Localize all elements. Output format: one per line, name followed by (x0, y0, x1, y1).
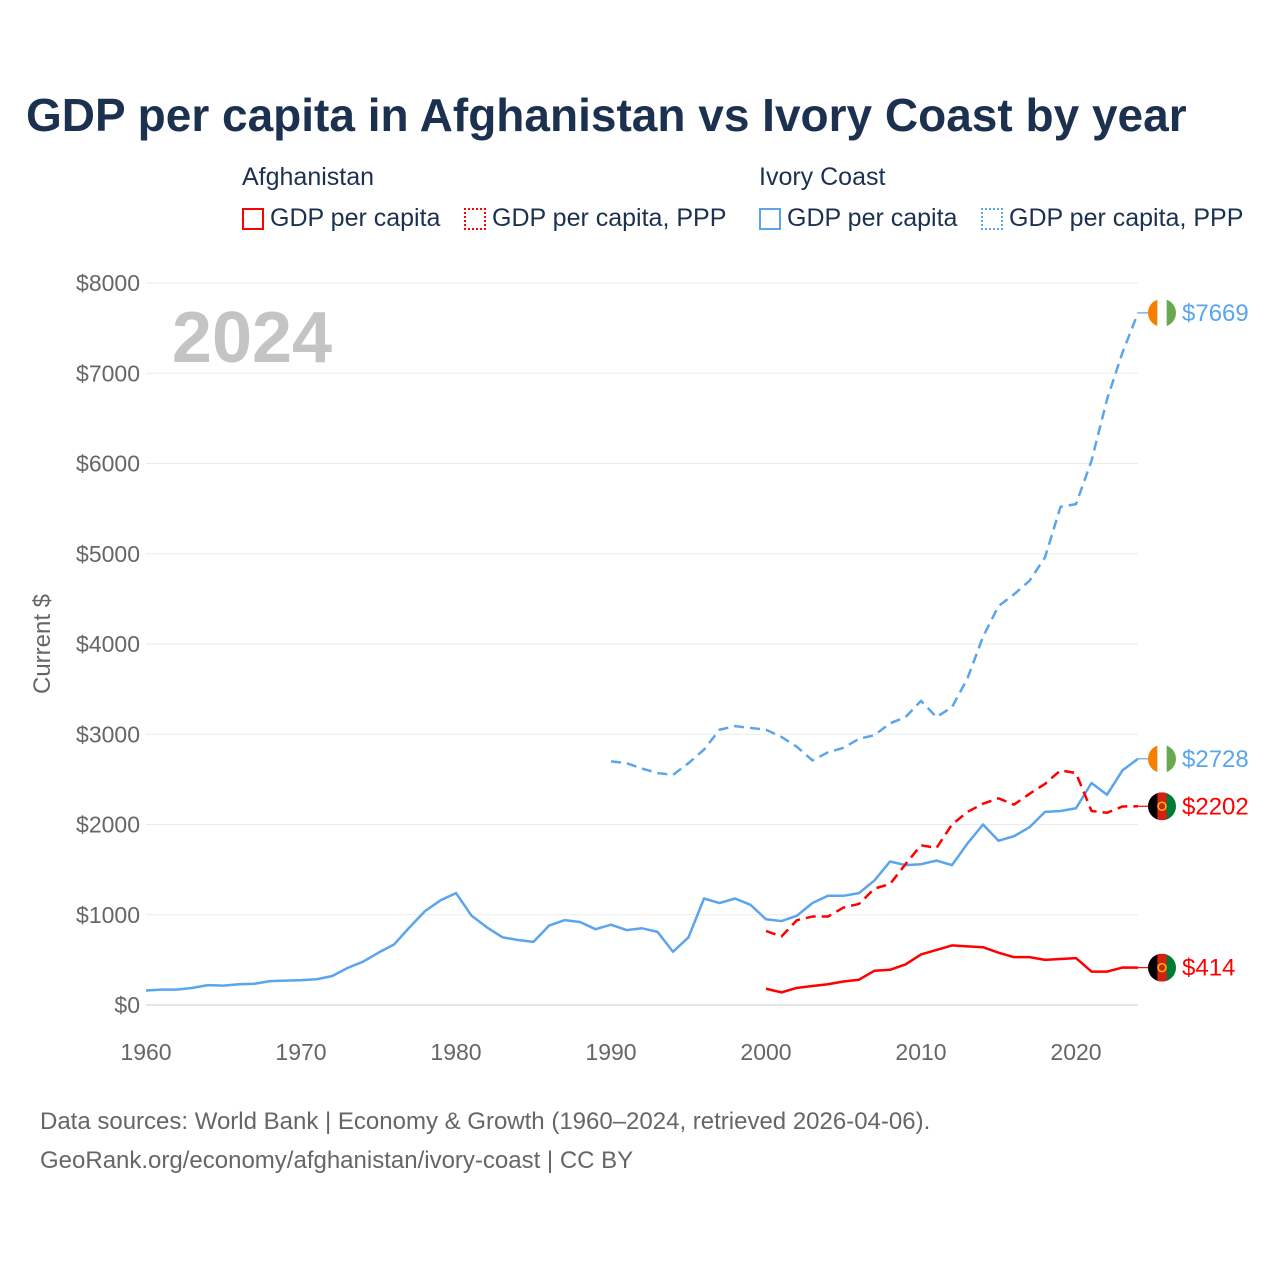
legend-label: GDP per capita, PPP (1009, 204, 1244, 232)
y-tick-label: $8000 (76, 270, 140, 296)
x-tick-label: 1960 (120, 1039, 171, 1065)
series-line (145, 757, 1139, 992)
end-value-label: $2728 (1182, 746, 1249, 773)
legend-label: GDP per capita (270, 204, 441, 232)
afghanistan-flag-icon (1148, 792, 1176, 821)
y-tick-label: $7000 (76, 360, 140, 386)
x-tick-label: 2020 (1050, 1039, 1101, 1065)
legend-label: GDP per capita (787, 204, 958, 232)
y-tick-label: $5000 (76, 541, 140, 567)
series-line (765, 769, 1139, 938)
y-tick-label: $4000 (76, 631, 140, 657)
legend-ic-ppp[interactable]: GDP per capita, PPP (981, 204, 1243, 233)
x-tick-label: 2010 (895, 1039, 946, 1065)
footer-sources: Data sources: World Bank | Economy & Gro… (40, 1108, 931, 1135)
year-overlay: 2024 (172, 298, 332, 378)
chart-title: GDP per capita in Afghanistan vs Ivory C… (26, 89, 1187, 141)
ivory-coast-flag-icon (1148, 298, 1176, 327)
legend-swatch (464, 207, 486, 230)
end-value-label: $7669 (1182, 300, 1249, 327)
series-line (610, 312, 1140, 777)
legend-afg-gdp[interactable]: GDP per capita (242, 204, 440, 233)
legend-swatch (981, 207, 1003, 230)
y-tick-label: $0 (114, 992, 140, 1018)
legend-group-ivory-coast: Ivory Coast (759, 163, 886, 191)
end-value-label: $2202 (1182, 793, 1249, 820)
legend-ic-gdp[interactable]: GDP per capita (759, 204, 957, 233)
legend-swatch (759, 207, 781, 230)
legend-group-afghanistan: Afghanistan (242, 163, 375, 191)
x-tick-label: 1970 (275, 1039, 326, 1065)
legend-label: GDP per capita, PPP (492, 204, 727, 232)
ivory-coast-flag-icon (1148, 744, 1176, 773)
y-tick-label: $6000 (76, 451, 140, 477)
series-line (765, 944, 1139, 994)
x-tick-label: 1990 (585, 1039, 636, 1065)
legend-afg-ppp[interactable]: GDP per capita, PPP (464, 204, 726, 233)
afghanistan-flag-icon (1148, 953, 1176, 982)
y-tick-label: $1000 (76, 902, 140, 928)
y-tick-label: $2000 (76, 812, 140, 838)
y-tick-label: $3000 (76, 721, 140, 747)
end-value-label: $414 (1182, 955, 1235, 982)
plot-area: 2024 Current $ $0 $1000 $2000 $3000 $4000 $50… (29, 270, 1249, 1065)
footer-link[interactable]: GeoRank.org/economy/afghanistan/ivory-co… (40, 1147, 634, 1174)
y-axis-label: Current $ (29, 594, 56, 694)
legend-swatch (242, 207, 264, 230)
x-tick-label: 2000 (740, 1039, 791, 1065)
x-tick-label: 1980 (430, 1039, 481, 1065)
